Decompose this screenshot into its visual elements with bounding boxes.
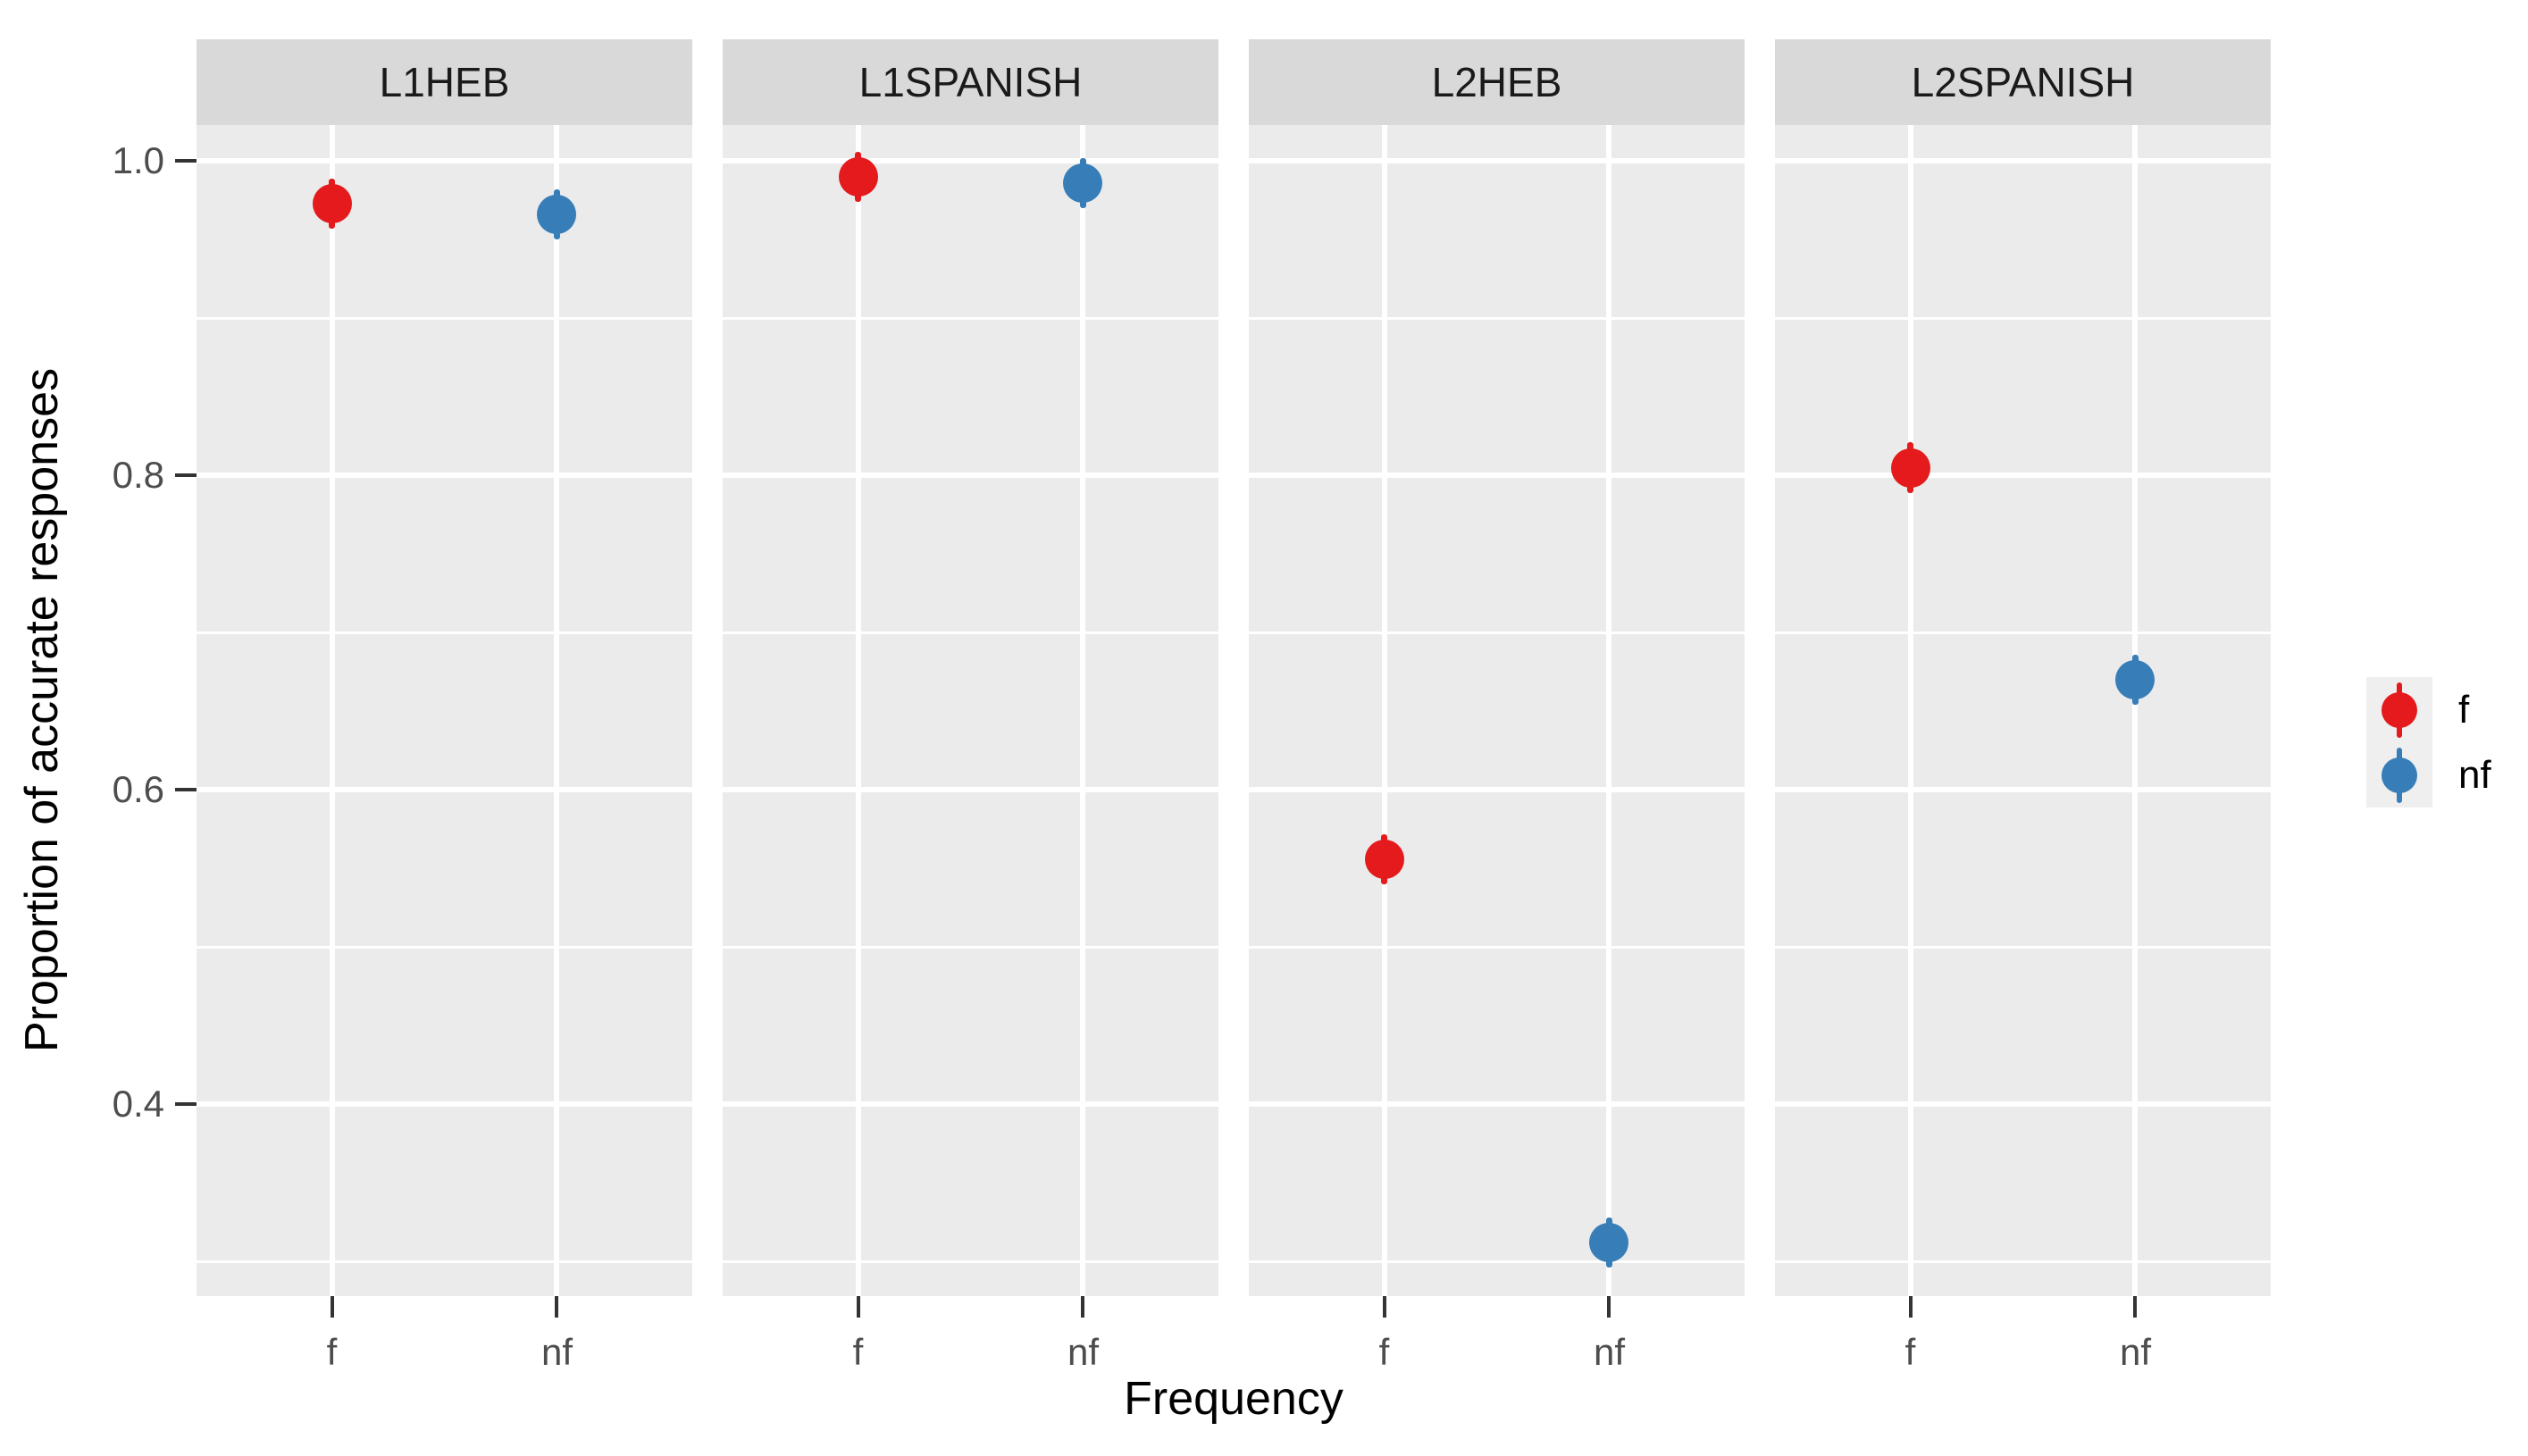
x-tick-label: nf — [540, 1331, 573, 1373]
facet-panel-l2heb — [1249, 125, 1745, 1296]
major-gridline — [197, 158, 692, 164]
facet-strip-label: L1HEB — [379, 59, 510, 105]
minor-gridline — [1249, 316, 1745, 320]
facet-strip-l1spanish: L1SPANISH — [723, 39, 1218, 125]
category-gridline — [1381, 125, 1387, 1296]
minor-gridline — [723, 631, 1218, 634]
y-tick-label: 0.6 — [112, 768, 164, 811]
facet-strip-l2spanish: L2SPANISH — [1775, 39, 2271, 125]
major-gridline — [1775, 787, 2271, 793]
category-gridline — [1907, 125, 1913, 1296]
x-tick-label: f — [1904, 1331, 1916, 1373]
x-tick-label: f — [326, 1331, 338, 1373]
data-point-f — [838, 157, 878, 197]
minor-gridline — [723, 1259, 1218, 1263]
major-gridline — [723, 158, 1218, 164]
legend-glyph-point-f — [2382, 691, 2417, 728]
facet-panel-l1heb — [197, 125, 692, 1296]
y-tick-mark — [175, 788, 197, 792]
data-point-f — [1890, 448, 1930, 488]
x-tick-label: nf — [1067, 1331, 1099, 1373]
minor-gridline — [1775, 1259, 2271, 1263]
major-gridline — [1249, 1101, 1745, 1108]
minor-gridline — [723, 316, 1218, 320]
category-gridline — [1080, 125, 1086, 1296]
x-tick-mark — [1908, 1296, 1913, 1318]
major-gridline — [197, 1101, 692, 1108]
major-gridline — [1249, 158, 1745, 164]
facet-strip-label: L2HEB — [1431, 59, 1562, 105]
minor-gridline — [1775, 631, 2271, 634]
facet-panel-l1spanish — [723, 125, 1218, 1296]
data-point-nf — [1589, 1223, 1629, 1263]
major-gridline — [197, 473, 692, 479]
x-tick-mark — [856, 1296, 860, 1318]
facet-strip-label: L2SPANISH — [1911, 59, 2135, 105]
facet-strip-label: L1SPANISH — [858, 59, 1083, 105]
data-point-f — [312, 183, 352, 223]
major-gridline — [723, 787, 1218, 793]
data-point-f — [1364, 839, 1404, 879]
x-tick-mark — [2133, 1296, 2138, 1318]
facet-strip-l2heb: L2HEB — [1249, 39, 1745, 125]
category-gridline — [1606, 125, 1612, 1296]
major-gridline — [1775, 158, 2271, 164]
minor-gridline — [1249, 1259, 1745, 1263]
y-tick-mark — [175, 473, 197, 478]
minor-gridline — [1249, 631, 1745, 634]
minor-gridline — [197, 945, 692, 949]
y-tick-label: 1.0 — [112, 139, 164, 182]
category-gridline — [855, 125, 861, 1296]
minor-gridline — [1775, 945, 2271, 949]
minor-gridline — [723, 945, 1218, 949]
legend-label-f: f — [2458, 687, 2470, 732]
major-gridline — [723, 473, 1218, 479]
major-gridline — [1249, 473, 1745, 479]
minor-gridline — [197, 316, 692, 320]
facet-strip-l1heb: L1HEB — [197, 39, 692, 125]
x-tick-label: nf — [1593, 1331, 1625, 1373]
category-gridline — [2132, 125, 2139, 1296]
minor-gridline — [1775, 316, 2271, 320]
major-gridline — [197, 787, 692, 793]
data-point-nf — [1063, 163, 1103, 204]
major-gridline — [1249, 787, 1745, 793]
x-tick-mark — [1607, 1296, 1611, 1318]
minor-gridline — [197, 1259, 692, 1263]
y-tick-label: 0.8 — [112, 454, 164, 497]
category-gridline — [329, 125, 335, 1296]
x-tick-mark — [1382, 1296, 1386, 1318]
y-tick-mark — [175, 1102, 197, 1107]
y-tick-label: 0.4 — [112, 1083, 164, 1125]
x-axis-title: Frequency — [1124, 1373, 1344, 1425]
x-tick-label: f — [1378, 1331, 1390, 1373]
legend-glyph-point-nf — [2382, 757, 2417, 793]
minor-gridline — [1249, 945, 1745, 949]
y-tick-mark — [175, 159, 197, 163]
data-point-nf — [2115, 660, 2155, 700]
major-gridline — [1775, 1101, 2271, 1108]
x-tick-mark — [1081, 1296, 1085, 1318]
x-tick-mark — [330, 1296, 334, 1318]
legend-label-nf: nf — [2458, 752, 2491, 797]
minor-gridline — [197, 631, 692, 634]
x-tick-label: nf — [2119, 1331, 2151, 1373]
x-tick-mark — [555, 1296, 559, 1318]
y-axis-title: Proportion of accurate responses — [16, 368, 68, 1052]
x-tick-label: f — [852, 1331, 864, 1373]
major-gridline — [723, 1101, 1218, 1108]
data-point-nf — [537, 195, 577, 235]
major-gridline — [1775, 473, 2271, 479]
category-gridline — [554, 125, 560, 1296]
facet-panel-l2spanish — [1775, 125, 2271, 1296]
